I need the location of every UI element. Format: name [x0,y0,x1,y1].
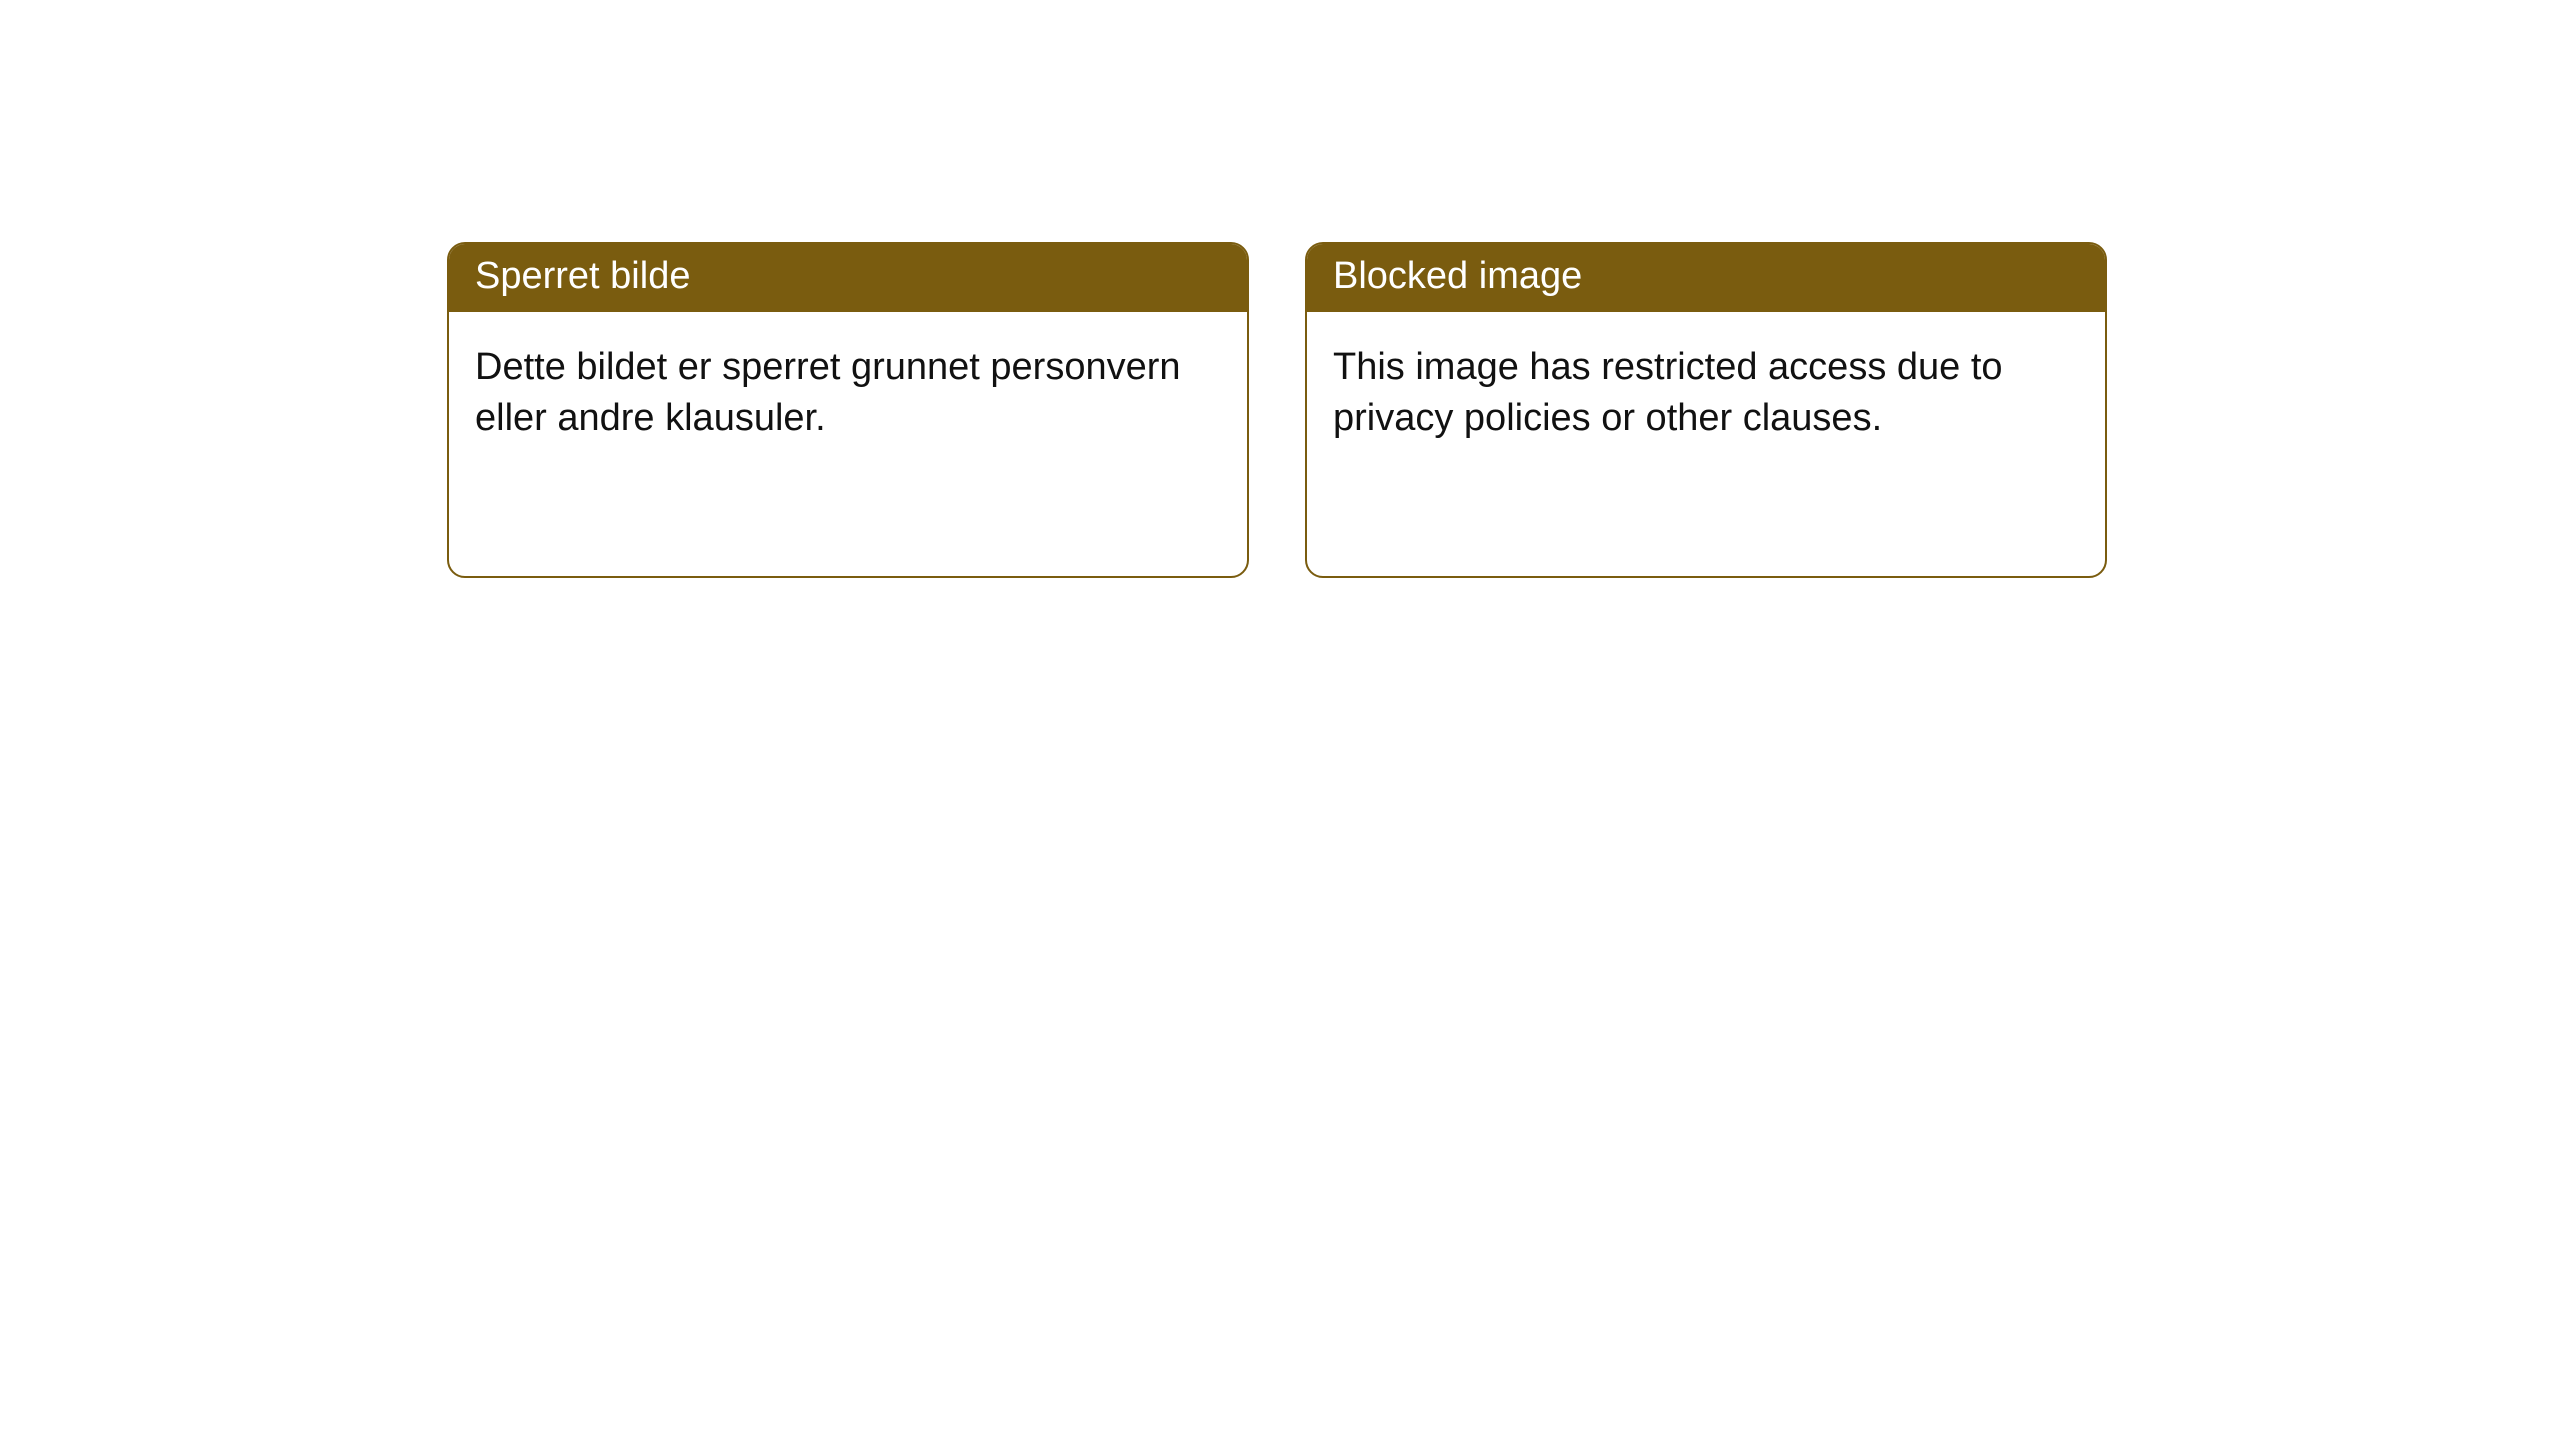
blocked-image-panel-english: Blocked image This image has restricted … [1305,242,2107,578]
panel-header: Blocked image [1307,244,2105,312]
panel-body: Dette bildet er sperret grunnet personve… [449,312,1247,471]
panel-body: This image has restricted access due to … [1307,312,2105,471]
notices-container: Sperret bilde Dette bildet er sperret gr… [0,0,2560,578]
blocked-image-panel-norwegian: Sperret bilde Dette bildet er sperret gr… [447,242,1249,578]
panel-header: Sperret bilde [449,244,1247,312]
